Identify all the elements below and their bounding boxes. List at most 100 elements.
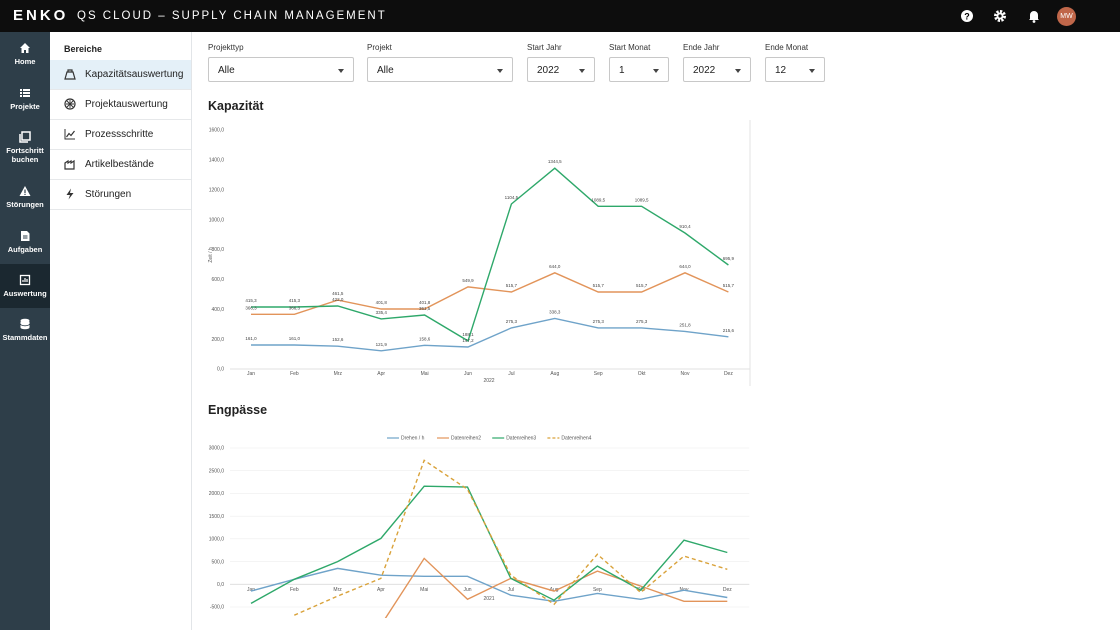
filter-select[interactable]: Alle <box>208 57 354 82</box>
x-tick-label: Aug <box>550 371 559 377</box>
legend-label: Datenreihen2 <box>451 436 481 442</box>
nav-label: Projekte <box>10 102 40 111</box>
y-tick-label: 800,0 <box>211 247 224 253</box>
x-tick-label: Nov <box>681 371 690 377</box>
top-bar: ENKO QS CLOUD – SUPPLY CHAIN MANAGEMENT … <box>0 0 1120 32</box>
filter-label: Start Jahr <box>527 43 562 52</box>
x-tick-label: Okt <box>638 371 646 377</box>
sidebar-item[interactable]: Störungen <box>50 180 191 210</box>
nav-stoerungen[interactable]: Störungen <box>0 185 50 209</box>
data-label: 338,3 <box>549 309 561 314</box>
legend-label: Drehen / h <box>401 436 425 442</box>
dropdown-caret <box>338 69 344 73</box>
data-label: 361,5 <box>419 306 431 311</box>
filter-value: 1 <box>619 65 625 76</box>
x-axis-title: 2021 <box>483 596 494 602</box>
nav-projekte[interactable]: Projekte <box>0 87 50 111</box>
sidebar-label: Prozessschritte <box>85 129 154 140</box>
data-label: 121,9 <box>376 342 388 347</box>
sidebar-label: Projektauswertung <box>85 99 168 110</box>
data-label: 515,7 <box>723 283 735 288</box>
settings-icon[interactable] <box>993 9 1007 23</box>
filter-value: 2022 <box>693 65 716 76</box>
notification-icon[interactable] <box>1027 9 1041 23</box>
data-label: 549,9 <box>462 278 474 283</box>
series-line <box>251 317 729 352</box>
logo: ENKO <box>13 7 69 24</box>
sidebar-item[interactable]: Kapazitätsauswertung <box>50 60 191 90</box>
y-tick-label: 1500,0 <box>209 514 225 520</box>
filter-value: Alle <box>218 65 235 76</box>
sidebar-item[interactable]: Projektauswertung <box>50 90 191 120</box>
nav-auswertung[interactable]: Auswertung <box>0 264 50 308</box>
y-tick-label: 400,0 <box>211 307 224 313</box>
x-tick-label: Jan <box>247 587 255 593</box>
data-label: 1104,5 <box>505 195 519 200</box>
sidebar: Bereiche Kapazitätsauswertung Projektaus… <box>50 32 192 630</box>
filter-label: Ende Monat <box>765 43 809 52</box>
data-label: 251,8 <box>679 322 691 327</box>
sidebar-label: Artikelbestände <box>85 159 154 170</box>
data-label: 1344,5 <box>548 159 562 164</box>
charts: 0,0 200,0 400,0 600,0 800,0 1000,0 1200,0 1400,… <box>208 120 751 618</box>
data-label: 161,0 <box>245 336 257 341</box>
data-label: 1089,5 <box>635 197 649 202</box>
data-label: 1089,5 <box>591 197 605 202</box>
data-label: 695,9 <box>723 256 735 261</box>
nav-fortschritt[interactable]: Fortschritt buchen <box>0 131 50 164</box>
x-tick-label: Dez <box>724 371 733 377</box>
x-axis-title: 2022 <box>483 378 494 384</box>
series-line <box>250 567 728 603</box>
y-tick-label: 0,0 <box>217 582 224 588</box>
series-line <box>251 167 729 342</box>
filter-value: 2022 <box>537 65 560 76</box>
sidebar-label: Störungen <box>85 189 132 200</box>
x-tick-label: Apr <box>377 587 385 593</box>
svg-text:?: ? <box>964 12 970 22</box>
main-nav: Home Projekte Fortschritt buchen Störung… <box>0 32 50 630</box>
y-tick-label: 2000,0 <box>209 491 225 497</box>
dropdown-caret <box>735 69 741 73</box>
sidebar-title: Bereiche <box>64 44 103 54</box>
filter-select[interactable]: 1 <box>609 57 669 82</box>
y-tick-label: 1200,0 <box>209 187 225 193</box>
filter-select[interactable]: 2022 <box>683 57 751 82</box>
data-label: 158,6 <box>419 336 431 341</box>
sidebar-item[interactable]: Prozessschritte <box>50 120 191 150</box>
data-label: 461,5 <box>332 291 344 296</box>
data-label: 644,0 <box>679 264 691 269</box>
sidebar-item[interactable]: Artikelbestände <box>50 150 191 180</box>
filter-label: Projekttyp <box>208 43 244 52</box>
data-label: 515,7 <box>506 283 518 288</box>
nav-home[interactable]: Home <box>0 42 50 66</box>
series-line <box>384 557 728 618</box>
nav-stammdaten[interactable]: Stammdaten <box>0 318 50 342</box>
data-label: 335,4 <box>376 310 388 315</box>
y-tick-label: 200,0 <box>211 337 224 343</box>
x-tick-label: Apr <box>377 371 385 377</box>
x-tick-label: Aug <box>550 587 559 593</box>
section-title: Kapazität <box>208 99 264 113</box>
y-tick-label: 500,0 <box>211 559 224 565</box>
x-tick-label: Mrz <box>333 587 342 593</box>
filter-select[interactable]: 12 <box>765 57 825 82</box>
help-icon[interactable]: ? <box>960 9 974 23</box>
y-tick-label: -500,0 <box>210 605 224 611</box>
filter-label: Start Monat <box>609 43 651 52</box>
nav-aufgaben[interactable]: Aufgaben <box>0 230 50 254</box>
nav-label: Störungen <box>6 200 44 209</box>
y-tick-label: 2500,0 <box>209 468 225 474</box>
filter-label: Projekt <box>367 43 392 52</box>
filter-select[interactable]: 2022 <box>527 57 595 82</box>
filter-value: 12 <box>775 65 787 76</box>
x-tick-label: Jul <box>508 371 514 377</box>
nav-label: Home <box>14 57 36 66</box>
avatar[interactable]: MW <box>1057 7 1076 26</box>
legend-label: Datenreihen4 <box>561 436 591 442</box>
plot <box>250 459 728 618</box>
dropdown-caret <box>579 69 585 73</box>
data-label: 275,3 <box>593 319 605 324</box>
dropdown-caret <box>653 69 659 73</box>
x-tick-label: Sep <box>594 371 603 377</box>
filter-select[interactable]: Alle <box>367 57 513 82</box>
